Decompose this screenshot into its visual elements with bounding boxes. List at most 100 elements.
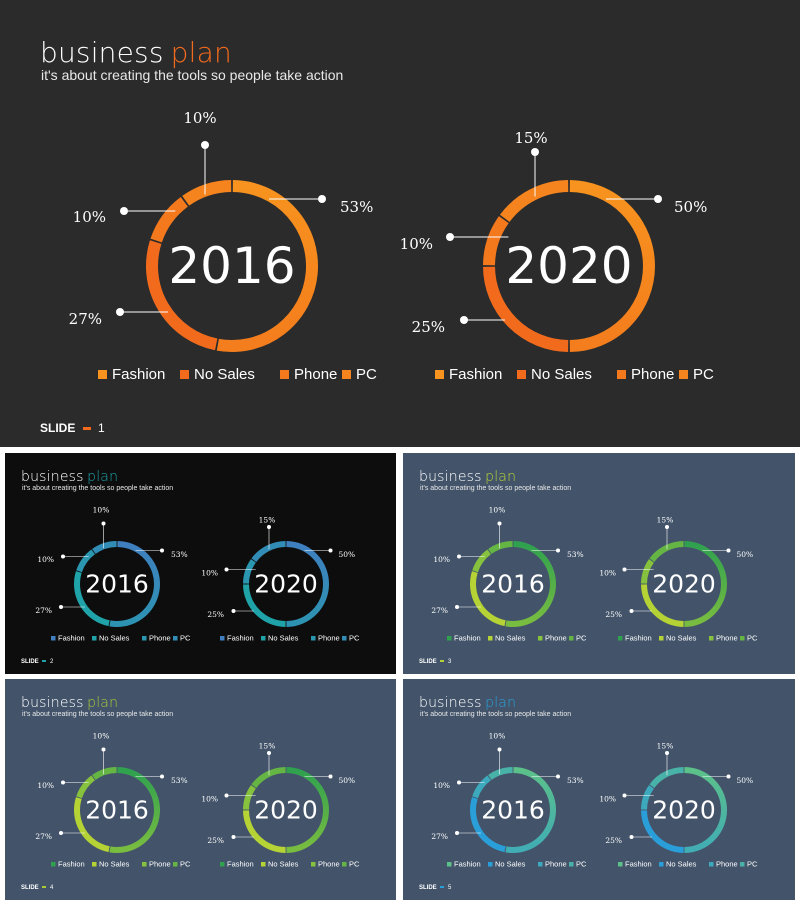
callout-dot	[101, 521, 106, 526]
legend-swatch-phone	[709, 862, 714, 867]
legend-label-phone: Phone	[716, 634, 738, 643]
callout-dot	[726, 548, 731, 553]
legend-label-no-sales: No Sales	[268, 860, 299, 869]
donut-slice-no-sales	[74, 797, 110, 853]
callout-dot	[457, 780, 461, 785]
legend-label-fashion: Fashion	[227, 634, 254, 643]
slide-footer-label: SLIDE	[419, 885, 437, 891]
donut-center-label: 2016	[85, 570, 149, 599]
callout-dot	[446, 233, 454, 241]
slide-footer-label: SLIDE	[419, 659, 437, 665]
donut-slice-pc	[499, 180, 569, 223]
donut-center-label: 2020	[505, 237, 632, 295]
data-label-pc: 10%	[183, 109, 216, 127]
legend-swatch-no-sales	[488, 636, 493, 641]
slide-footer-dash	[440, 886, 445, 889]
legend-swatch-no-sales	[659, 862, 664, 867]
legend-swatch-fashion	[51, 862, 56, 867]
slide-footer: SLIDE 5	[419, 885, 451, 891]
legend-label-pc: PC	[747, 860, 758, 869]
legend-label-phone: Phone	[294, 366, 337, 383]
legend-swatch-pc	[342, 862, 347, 867]
legend-swatch-phone	[709, 636, 714, 641]
legend-label-no-sales: No Sales	[194, 366, 255, 383]
legend-label-pc: PC	[349, 634, 360, 643]
donut-chart-2020: 2020 50% 25% 10% 15% Fashion No Sales Phone PC	[201, 516, 360, 643]
callout-dot	[556, 548, 560, 553]
legend-label-no-sales: No Sales	[268, 634, 299, 643]
callout-dot	[629, 835, 634, 839]
data-label-no-sales: 25%	[412, 318, 445, 336]
callout-dot	[201, 141, 209, 149]
legend-swatch-fashion	[435, 370, 444, 379]
legend-swatch-no-sales	[180, 370, 189, 379]
data-label-fashion: 53%	[171, 776, 188, 785]
callout-dot	[328, 774, 333, 779]
callout-dot	[497, 521, 502, 526]
callout-dot	[455, 605, 459, 609]
donut-chart-2016: 2016 53% 27% 10% 10% Fashion No Sales Phone PC	[431, 506, 587, 643]
title-word-plan: plan	[485, 469, 517, 485]
legend-swatch-no-sales	[261, 862, 266, 867]
legend-label-pc: PC	[576, 634, 587, 643]
callout-dot	[116, 308, 124, 316]
legend-swatch-phone	[617, 370, 626, 379]
donut-chart-2016: 2016 53% 27% 10% 10% Fashion No Sales Phone PC	[35, 506, 191, 643]
legend-label-fashion: Fashion	[112, 366, 165, 383]
donut-chart-2020: 2020 50% 25% 10% 15% Fashion No Sales Phone PC	[400, 129, 714, 383]
donut-slice-pc	[488, 767, 513, 780]
legend-label-pc: PC	[693, 366, 714, 383]
donut-slice-fashion	[286, 767, 330, 853]
data-label-fashion: 53%	[340, 198, 373, 216]
data-label-fashion: 53%	[567, 550, 584, 559]
data-label-fashion: 50%	[737, 550, 754, 559]
donut-slice-no-sales	[146, 240, 218, 351]
donut-slice-fashion	[109, 767, 160, 853]
data-label-no-sales: 25%	[207, 836, 224, 845]
slide-subtitle: it's about creating the tools so people …	[22, 485, 174, 492]
data-label-pc: 15%	[657, 742, 674, 751]
callout-dot	[61, 554, 65, 559]
legend-label-fashion: Fashion	[449, 366, 502, 383]
donut-center-label: 2016	[85, 796, 149, 825]
donut-center-label: 2020	[254, 570, 318, 599]
donut-slice-no-sales	[243, 584, 286, 627]
slide-footer-dash	[42, 886, 47, 889]
data-label-phone: 10%	[37, 555, 54, 564]
title-word-business: business	[419, 469, 482, 485]
callout-dot	[61, 780, 65, 785]
data-label-fashion: 53%	[171, 550, 188, 559]
donut-slice-phone	[641, 559, 654, 584]
legend-label-phone: Phone	[149, 860, 171, 869]
donut-slice-pc	[649, 541, 684, 563]
slide-footer-number: 4	[50, 885, 54, 891]
donut-center-label: 2016	[168, 237, 295, 295]
legend-swatch-pc	[342, 370, 351, 379]
legend-swatch-pc	[173, 636, 178, 641]
legend-label-pc: PC	[576, 860, 587, 869]
donut-slice-phone	[472, 775, 492, 799]
legend-swatch-no-sales	[92, 862, 97, 867]
donut-center-label: 2020	[652, 570, 716, 599]
legend-swatch-pc	[740, 862, 745, 867]
callout-dot	[267, 751, 271, 755]
donut-slice-phone	[76, 549, 96, 573]
slide-5: business plan it's about creating the too…	[403, 679, 795, 900]
legend-label-no-sales: No Sales	[99, 634, 130, 643]
donut-slice-pc	[182, 180, 232, 206]
legend-label-phone: Phone	[716, 860, 738, 869]
callout-dot	[224, 793, 229, 798]
title-word-business: business	[21, 695, 84, 711]
legend-label-fashion: Fashion	[625, 634, 652, 643]
data-label-phone: 10%	[599, 569, 616, 578]
data-label-no-sales: 27%	[431, 832, 448, 841]
legend-swatch-phone	[538, 636, 543, 641]
callout-dot	[622, 793, 627, 798]
slide-title: business plan	[419, 469, 516, 485]
callout-dot	[318, 195, 326, 203]
legend-label-fashion: Fashion	[58, 634, 85, 643]
data-label-no-sales: 27%	[35, 832, 52, 841]
